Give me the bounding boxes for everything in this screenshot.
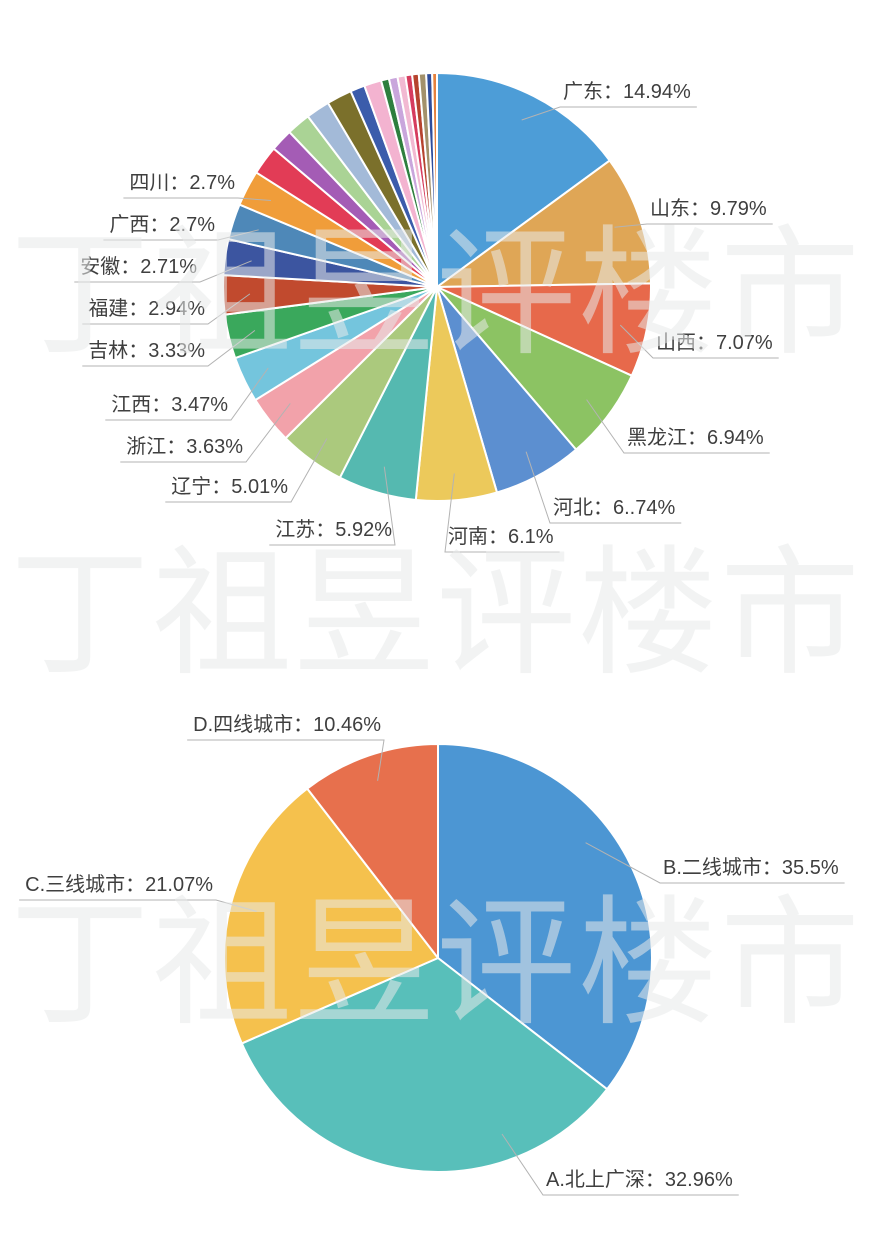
label-leader-line [82,293,251,325]
label-leader-line [525,451,682,524]
pie-label: 四川：2.7% [129,172,235,194]
label-leader-line [619,324,779,359]
pie-label: 山东：9.79% [650,197,767,220]
pie1-slice-0-广东[interactable] [436,72,611,288]
pie-label: 安徽：2.71% [80,255,197,278]
label-leader-line [444,473,560,553]
label-leader-line [269,466,396,546]
pie-chart-city-tiers: B.二线城市：35.5% A.北上广深：32.96% C.三线城市：21.07% D.… [19,713,845,1196]
label-leader-line [187,739,385,781]
label-leader-line [165,438,328,503]
label-leader-line [521,106,697,121]
pie-chart-provinces: 广东：14.94% 山东：9.79% 山西：7.07% 黑龙江：6.94% 河北：6..… [74,71,779,553]
label-leader-line [74,260,252,283]
pie2-slice-1-A.北上广深[interactable] [240,957,609,1173]
label-leader-line [501,1133,739,1196]
label-leader-line [123,197,271,201]
label-leader-line [120,403,291,463]
pie-label: C.三线城市：21.07% [25,873,213,896]
pie2-slice-2-C.三线城市[interactable] [223,787,439,1045]
label-leader-line [105,367,269,421]
pie-label: 江苏：5.92% [275,518,392,541]
label-leader-line [586,399,770,454]
pie-label: 辽宁：5.01% [171,475,288,498]
pie2-slice-0-B.二线城市[interactable] [437,743,653,1091]
pie-label: 黑龙江：6.94% [627,426,764,449]
pie1-slice-1-山东[interactable] [436,159,652,288]
pie-label: 广东：14.94% [563,80,691,103]
label-leader-line [19,899,257,912]
pie-label: 山西：7.07% [656,331,773,354]
label-leader-line [82,330,256,367]
pie-label: 吉林：3.33% [88,339,205,362]
pie-label: 河南：6.1% [448,525,554,548]
label-leader-line [614,223,773,228]
pie-label: A.北上广深：32.96% [546,1168,733,1191]
pie-label: B.二线城市：35.5% [663,856,839,879]
pie-label: 浙江：3.63% [126,435,243,458]
pie1-slice-29[interactable] [431,71,438,288]
pie-label: D.四线城市：10.46% [193,713,381,736]
pie-label: 福建：2.94% [88,297,205,320]
pie-label: 广西：2.7% [109,213,215,236]
pie-label: 河北：6..74% [553,496,675,519]
label-leader-line [585,842,845,884]
pie2-slice-3-D.四线城市[interactable] [306,743,439,959]
pie-label: 江西：3.47% [111,393,228,416]
label-leader-line [103,229,259,241]
